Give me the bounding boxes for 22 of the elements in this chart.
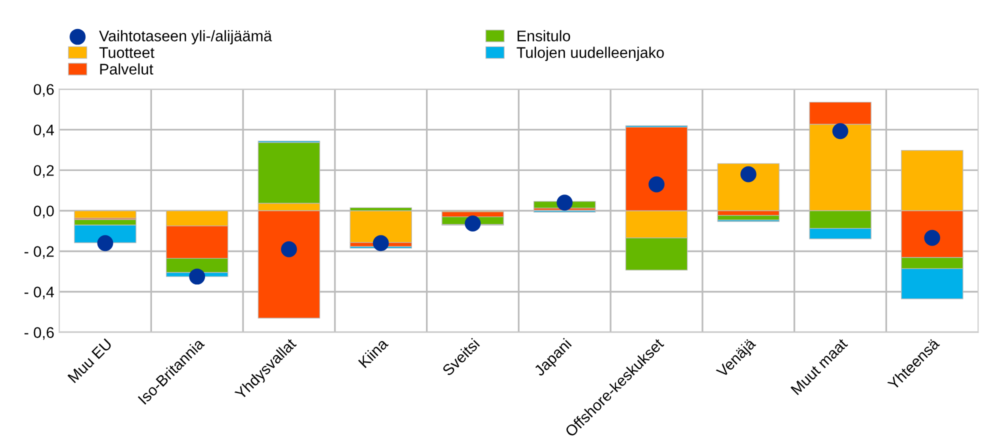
point [556,194,573,211]
point [372,235,389,252]
y-tick-label: 0,0 [34,206,54,218]
legend-label: Ensitulo [518,30,570,42]
legend-label: Tuotteet [99,47,154,58]
point [189,268,206,285]
legend-label: Palvelut [100,63,154,75]
point [832,123,848,140]
point [281,241,297,258]
legend-label: Vaihtotaseen yli-/alijäämä [99,30,272,44]
legend-label: Tulojen uudelleenjako [516,46,664,61]
y-tick-label: - 0,6 [24,327,54,340]
point [97,235,114,252]
point [648,176,665,192]
point [740,166,756,182]
y-tick-label: 0,4 [34,124,54,138]
point [464,216,481,232]
y-tick-label: - 0,4 [24,286,54,300]
x-tick-label: Muu EU [67,338,112,384]
y-tick-label: 0,6 [34,84,54,97]
y-tick-label: - 0,2 [24,246,54,259]
y-tick-label: 0,2 [34,165,54,178]
